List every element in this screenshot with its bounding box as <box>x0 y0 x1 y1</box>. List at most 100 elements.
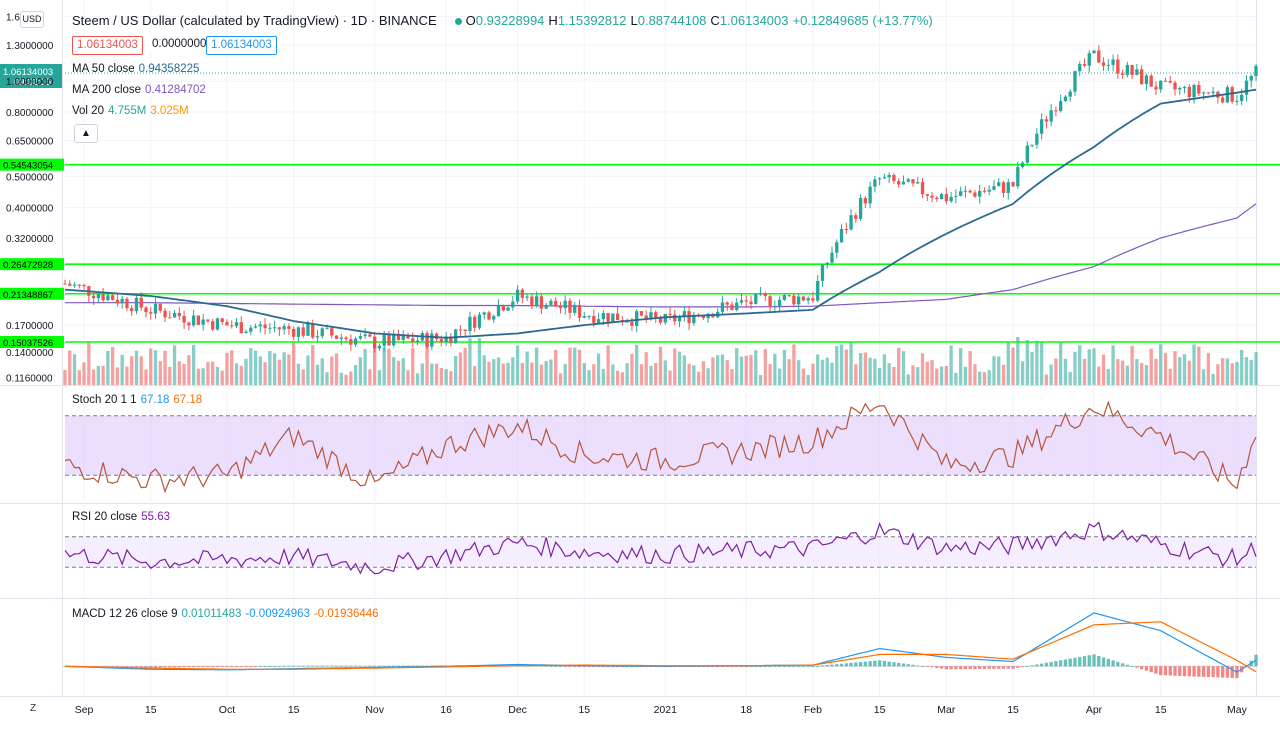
volume-bar <box>796 360 801 385</box>
volume-bar <box>920 353 925 385</box>
volume-bar <box>758 374 763 385</box>
time-tick-label: Nov <box>365 704 384 716</box>
macd-histogram-bar <box>196 666 201 668</box>
volume-bar <box>635 344 639 385</box>
volume-bar <box>1016 337 1020 385</box>
zoom-button[interactable]: Z <box>29 703 37 714</box>
candle-body <box>458 329 463 331</box>
volume-bar <box>468 338 472 385</box>
symbol-title: Steem / US Dollar (calculated by Trading… <box>72 13 437 28</box>
candle-body <box>935 197 939 200</box>
candle-body <box>963 190 968 192</box>
candle-body <box>358 336 363 339</box>
macd-histogram-bar <box>1020 666 1025 668</box>
volume-bar <box>1068 371 1072 385</box>
volume-bar <box>811 363 815 385</box>
candle-body <box>415 340 420 342</box>
volume-bar <box>1192 344 1196 385</box>
volume-bar <box>1116 359 1120 385</box>
candle-body <box>187 322 191 326</box>
price-tick-label: 0.8000000 <box>6 108 54 119</box>
candle-body <box>363 334 367 337</box>
candle-body <box>315 336 320 338</box>
macd-histogram-bar <box>863 661 868 667</box>
sell-button[interactable]: 1.06134003 <box>72 36 143 55</box>
candle-body <box>511 301 515 308</box>
market-status-icon <box>454 17 462 25</box>
level-label-bg <box>0 336 64 348</box>
macd-histogram-bar <box>158 666 162 668</box>
macd-histogram-bar <box>191 666 196 668</box>
candle-body <box>1230 87 1234 102</box>
macd-histogram-bar <box>1125 664 1130 667</box>
candle-body <box>125 298 129 309</box>
volume-bar <box>792 344 796 385</box>
candle-body <box>863 198 868 204</box>
volume-bar <box>82 362 86 385</box>
candle-body <box>1025 145 1029 163</box>
candle-body <box>901 181 906 185</box>
volume-bar <box>768 364 772 385</box>
volume-bar <box>277 359 282 385</box>
volume-bar <box>473 366 477 385</box>
macd-histogram-bar <box>949 666 953 670</box>
vol-value: 4.755M <box>107 105 147 117</box>
macd-histogram-bar <box>344 665 348 667</box>
candle-body <box>892 174 896 182</box>
volume-bar <box>906 374 910 385</box>
volume-bar <box>511 357 515 385</box>
volume-bar <box>506 362 510 385</box>
volume-bar <box>816 354 820 385</box>
ma50-legend: MA 50 close 0.94358225 <box>72 63 203 75</box>
macd-histogram-bar <box>739 666 744 668</box>
volume-bar <box>1101 354 1106 385</box>
macd-histogram-bar <box>244 666 248 668</box>
macd-histogram-bar <box>725 666 729 668</box>
candle-body <box>644 315 648 320</box>
volume-bar <box>539 364 544 385</box>
volume-bar <box>625 363 629 385</box>
macd-histogram-bar <box>696 666 701 668</box>
volume-bar <box>315 364 320 385</box>
candle-body <box>739 300 744 303</box>
macd-histogram-bar <box>1159 666 1163 676</box>
volume-bar <box>396 360 401 385</box>
candle-body <box>287 326 291 329</box>
candle-body <box>987 189 991 192</box>
volume-bar <box>1168 368 1172 385</box>
volume-bar <box>930 360 934 385</box>
volume-bar <box>1173 351 1177 385</box>
volume-bar <box>549 359 553 385</box>
volume-bar <box>349 371 353 385</box>
buy-button[interactable]: 1.06134003 <box>206 36 277 55</box>
collapse-legend-button[interactable]: ▲ <box>74 124 98 143</box>
currency-button[interactable]: USD <box>20 11 44 28</box>
price-tick-label: 0.1700000 <box>6 321 54 332</box>
volume-bar <box>706 368 710 385</box>
macd-histogram-bar <box>587 666 591 668</box>
macd-histogram-bar <box>411 665 415 667</box>
macd-histogram-bar <box>292 665 296 667</box>
candle-body <box>382 334 386 346</box>
candle-body <box>392 333 396 346</box>
candle-body <box>997 182 1001 187</box>
macd-histogram-bar <box>630 666 634 668</box>
stoch-label: Stoch 20 1 1 <box>72 394 137 406</box>
macd-histogram-bar <box>544 665 548 667</box>
volume-bar <box>163 350 167 385</box>
candle-body <box>1111 59 1115 65</box>
candle-body <box>577 304 582 318</box>
candle-body <box>992 186 996 190</box>
time-tick-label: 15 <box>1007 704 1019 716</box>
macd-histogram-bar <box>144 666 148 668</box>
macd-histogram-bar <box>897 662 901 667</box>
macd-histogram-bar <box>611 666 615 668</box>
macd-histogram-bar <box>149 666 153 668</box>
volume-bar <box>1035 340 1039 385</box>
candle-body <box>1125 64 1130 75</box>
candle-body <box>1068 91 1072 97</box>
candle-body <box>820 264 825 281</box>
volume-bar <box>492 359 496 385</box>
time-tick-label: 15 <box>578 704 590 716</box>
